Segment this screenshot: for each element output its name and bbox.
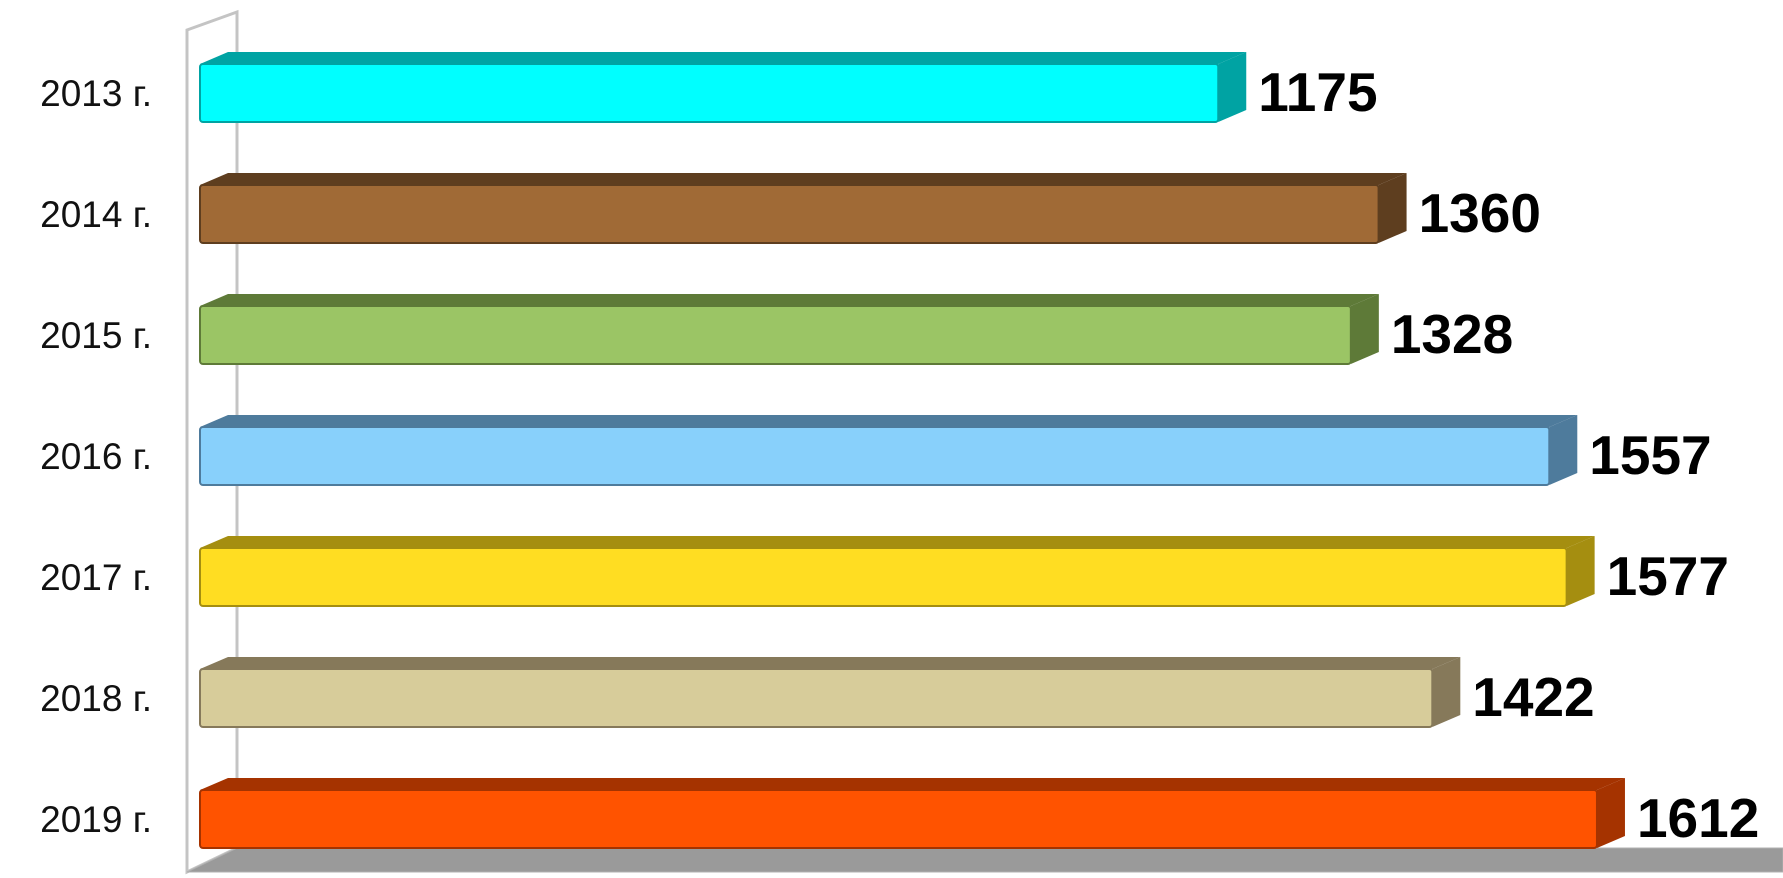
bar-front-face (199, 547, 1568, 607)
bar-front-face (199, 184, 1380, 244)
bar-side-face (1432, 657, 1461, 727)
category-label-6: 2019 г. (40, 799, 152, 840)
category-label-4: 2017 г. (40, 557, 152, 598)
category-label-1: 2014 г. (40, 194, 152, 235)
bar-front-face (199, 63, 1220, 123)
bar-side-face (1566, 536, 1595, 606)
bar-6 (199, 778, 1625, 849)
value-label-6: 1612 (1637, 787, 1759, 849)
bar-top-face (200, 657, 1461, 669)
bar-front-face (199, 789, 1598, 849)
bar-top-face (200, 173, 1407, 185)
bar-side-face (1596, 778, 1625, 848)
bar-top-face (200, 52, 1247, 64)
bar-0 (199, 52, 1247, 123)
category-label-2: 2015 г. (40, 315, 152, 356)
bar-3 (199, 415, 1578, 486)
value-label-5: 1422 (1472, 666, 1594, 728)
category-label-3: 2016 г. (40, 436, 152, 477)
value-label-1: 1360 (1419, 182, 1541, 244)
category-labels: 2013 г. 2014 г. 2015 г. 2016 г. 2017 г. 2018 … (40, 73, 152, 840)
category-label-0: 2013 г. (40, 73, 152, 114)
value-label-3: 1557 (1589, 424, 1711, 486)
bar-side-face (1350, 294, 1379, 364)
chart-floor (186, 847, 1783, 873)
bar-5 (199, 657, 1461, 728)
bar-4 (199, 536, 1595, 607)
bar-side-face (1378, 173, 1407, 243)
bar-front-face (199, 305, 1352, 365)
bar-top-face (200, 536, 1595, 548)
value-label-0: 1175 (1258, 61, 1377, 123)
category-label-5: 2018 г. (40, 678, 152, 719)
bar-2 (199, 294, 1379, 365)
bar-top-face (200, 778, 1625, 790)
value-label-2: 1328 (1391, 303, 1513, 365)
bar-front-face (199, 668, 1434, 728)
bar-front-face (199, 426, 1551, 486)
bars-group (199, 52, 1625, 849)
bar-top-face (200, 294, 1379, 306)
bar-top-face (200, 415, 1578, 427)
value-label-4: 1577 (1607, 545, 1729, 607)
bar-side-face (1218, 52, 1247, 122)
bar-1 (199, 173, 1407, 244)
bar-side-face (1549, 415, 1578, 485)
